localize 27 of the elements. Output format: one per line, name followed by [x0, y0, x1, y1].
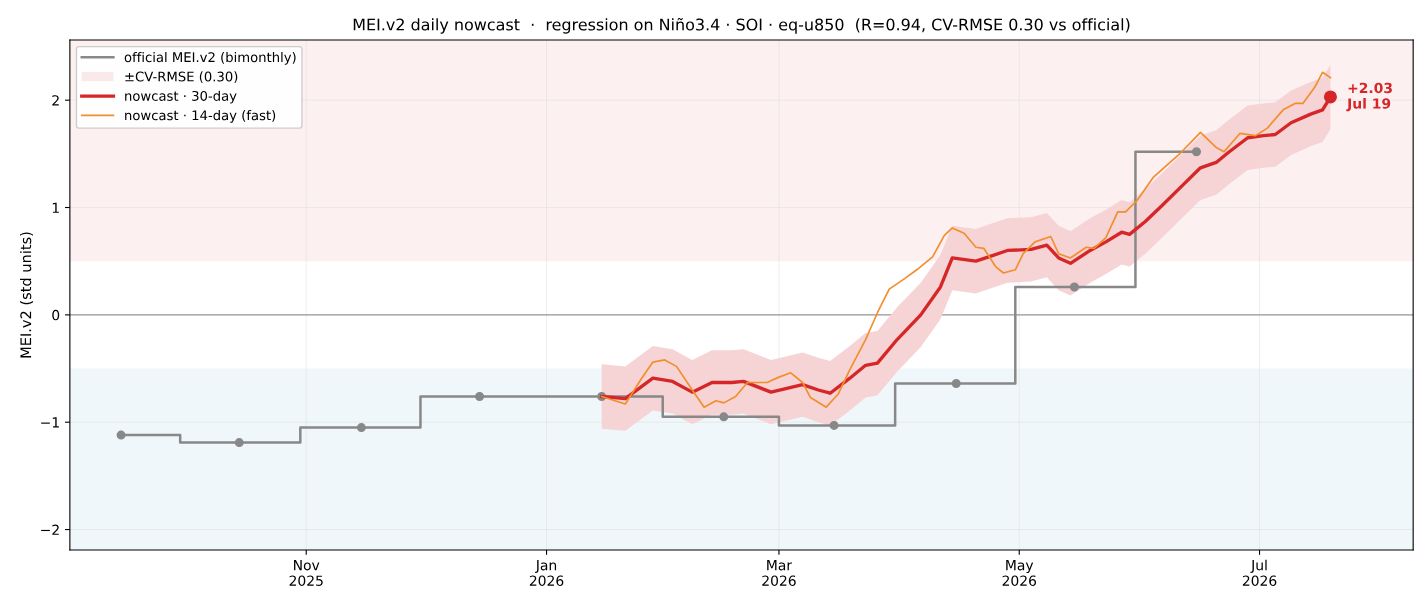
x-tick-label: Jul 2026 — [1242, 559, 1277, 586]
x-tick-label: Jan 2026 — [529, 560, 564, 586]
y-tick-label: −2 — [41, 524, 59, 535]
y-tick-label: 2 — [52, 95, 59, 106]
legend-label: nowcast · 14-day (fast) — [125, 110, 276, 123]
point — [116, 430, 126, 440]
point — [356, 423, 366, 433]
y-tick-label: 1 — [52, 202, 59, 213]
x-tick-label: May 2026 — [1002, 560, 1037, 586]
chart-title: MEI.v2 daily nowcast · regression on Niño3.4 · SOI · eq-u850 (R=0.94, CV-RMSE 0.30 vs official) — [353, 17, 1130, 34]
x-tick-label: Mar 2026 — [762, 560, 796, 586]
y-tick-label: 0 — [52, 309, 60, 321]
point — [234, 438, 244, 448]
x-tick-label: Nov 2025 — [289, 560, 323, 586]
y-tick-label: −1 — [41, 417, 59, 428]
point — [1069, 282, 1079, 292]
legend-label: official MEI.v2 (bimonthly) — [124, 51, 296, 65]
legend-label: ±CV-RMSE (0.30) — [125, 71, 238, 84]
point — [951, 379, 961, 389]
point — [1191, 147, 1202, 157]
point — [829, 420, 839, 430]
y-axis-title: MEI.v2 (std units) — [20, 232, 34, 358]
legend-label: nowcast · 30-day — [125, 90, 237, 104]
annotation: +2.03 Jul 19 — [1346, 82, 1392, 112]
point — [475, 391, 485, 401]
point — [1323, 90, 1337, 104]
point — [719, 412, 729, 422]
